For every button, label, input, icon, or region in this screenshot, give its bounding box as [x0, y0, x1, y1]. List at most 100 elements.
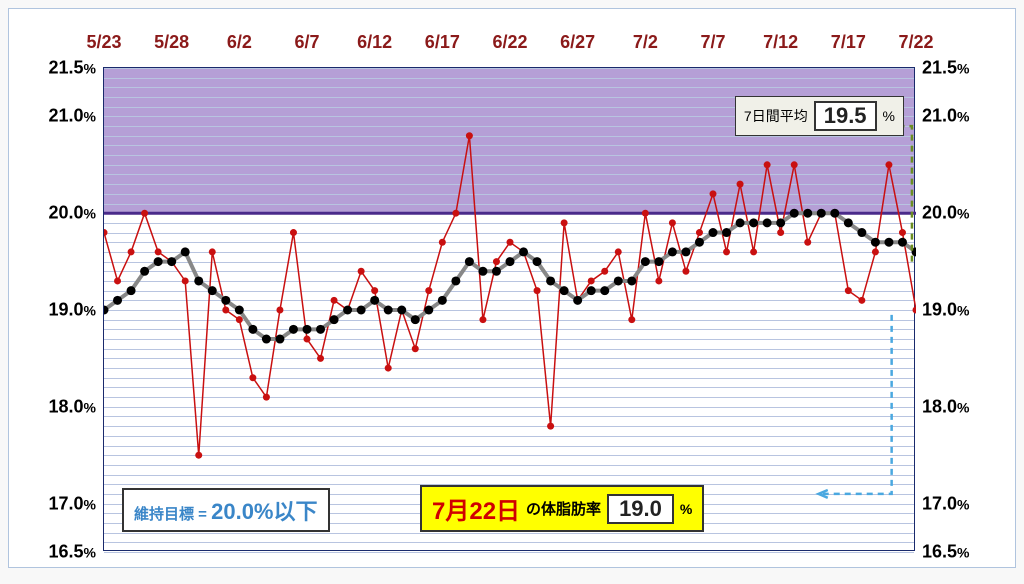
series-marker-7day_avg [262, 335, 271, 344]
series-marker-daily [263, 394, 270, 401]
series-marker-daily [737, 181, 744, 188]
series-marker-7day_avg [709, 228, 718, 237]
target-suffix: 以下 [274, 499, 318, 524]
series-marker-7day_avg [614, 276, 623, 285]
target-callout: 維持目標 = 20.0%以下 [122, 488, 330, 532]
series-marker-7day_avg [668, 247, 677, 256]
series-marker-7day_avg [289, 325, 298, 334]
series-marker-7day_avg [519, 247, 528, 256]
avg-label: 7日間平均 [744, 106, 808, 126]
series-marker-7day_avg [438, 296, 447, 305]
series-marker-7day_avg [776, 218, 785, 227]
series-marker-daily [195, 452, 202, 459]
series-marker-daily [710, 190, 717, 197]
x-tick: 7/12 [763, 32, 798, 53]
series-marker-7day_avg [641, 257, 650, 266]
series-marker-7day_avg [817, 209, 826, 218]
leader-line-1 [819, 315, 892, 494]
date-callout: 7月22日の体脂肪率19.0% [420, 485, 704, 532]
series-marker-7day_avg [722, 228, 731, 237]
series-marker-daily [466, 132, 473, 139]
series-marker-7day_avg [411, 315, 420, 324]
x-tick: 6/7 [294, 32, 319, 53]
series-marker-daily [601, 268, 608, 275]
series-marker-daily [628, 316, 635, 323]
series-marker-7day_avg [167, 257, 176, 266]
series-marker-7day_avg [803, 209, 812, 218]
series-marker-7day_avg [681, 247, 690, 256]
series-marker-7day_avg [600, 286, 609, 295]
series-marker-daily [561, 219, 568, 226]
x-tick: 6/12 [357, 32, 392, 53]
series-marker-7day_avg [884, 238, 893, 247]
series-marker-daily [358, 268, 365, 275]
series-marker-7day_avg [235, 306, 244, 315]
series-marker-7day_avg [492, 267, 501, 276]
gridline-minor [104, 552, 914, 553]
x-tick: 5/28 [154, 32, 189, 53]
y-tick-right: 16.5% [922, 542, 970, 563]
series-marker-daily [655, 277, 662, 284]
series-marker-7day_avg [857, 228, 866, 237]
series-marker-7day_avg [451, 276, 460, 285]
x-tick: 7/2 [633, 32, 658, 53]
series-marker-daily [493, 258, 500, 265]
series-marker-daily [804, 239, 811, 246]
series-marker-daily [128, 248, 135, 255]
x-tick: 7/22 [898, 32, 933, 53]
avg-callout: 7日間平均19.5% [735, 96, 904, 136]
series-marker-daily [209, 248, 216, 255]
series-marker-7day_avg [154, 257, 163, 266]
series-marker-daily [858, 297, 865, 304]
series-marker-daily [412, 345, 419, 352]
series-marker-daily [104, 229, 108, 236]
series-marker-daily [371, 287, 378, 294]
target-prefix: 維持目標 = [134, 506, 207, 523]
series-marker-7day_avg [506, 257, 515, 266]
series-marker-7day_avg [248, 325, 257, 334]
x-tick: 7/7 [700, 32, 725, 53]
series-marker-daily [304, 336, 311, 343]
series-marker-daily [331, 297, 338, 304]
series-marker-daily [791, 161, 798, 168]
series-marker-7day_avg [654, 257, 663, 266]
y-tick-right: 21.5% [922, 58, 970, 79]
series-marker-7day_avg [844, 218, 853, 227]
series-marker-daily [615, 248, 622, 255]
series-marker-daily [588, 277, 595, 284]
series-marker-7day_avg [316, 325, 325, 334]
y-tick-left: 17.0% [49, 493, 97, 514]
series-marker-7day_avg [221, 296, 230, 305]
series-marker-7day_avg [736, 218, 745, 227]
x-tick: 6/22 [492, 32, 527, 53]
series-marker-7day_avg [830, 209, 839, 218]
series-marker-7day_avg [898, 238, 907, 247]
series-marker-daily [236, 316, 243, 323]
series-marker-7day_avg [343, 306, 352, 315]
series-marker-7day_avg [140, 267, 149, 276]
y-tick-left: 18.0% [49, 396, 97, 417]
y-tick-right: 20.0% [922, 203, 970, 224]
date-value: 19.0 [607, 494, 674, 524]
series-marker-7day_avg [208, 286, 217, 295]
series-marker-daily [723, 248, 730, 255]
series-marker-daily [913, 307, 917, 314]
date-suffix: % [680, 501, 692, 517]
series-marker-7day_avg [384, 306, 393, 315]
x-tick: 6/17 [425, 32, 460, 53]
series-marker-7day_avg [871, 238, 880, 247]
series-marker-7day_avg [424, 306, 433, 315]
plot-area: 16.5%16.5%17.0%17.0%18.0%18.0%19.0%19.0%… [103, 67, 915, 551]
series-marker-daily [439, 239, 446, 246]
chart-svg [104, 68, 916, 552]
series-line-daily [104, 136, 916, 455]
y-tick-right: 18.0% [922, 396, 970, 417]
x-tick: 7/17 [831, 32, 866, 53]
series-marker-7day_avg [627, 276, 636, 285]
series-marker-7day_avg [127, 286, 136, 295]
series-marker-7day_avg [181, 247, 190, 256]
series-marker-daily [385, 365, 392, 372]
series-marker-7day_avg [357, 306, 366, 315]
series-marker-daily [479, 316, 486, 323]
series-marker-daily [222, 307, 229, 314]
